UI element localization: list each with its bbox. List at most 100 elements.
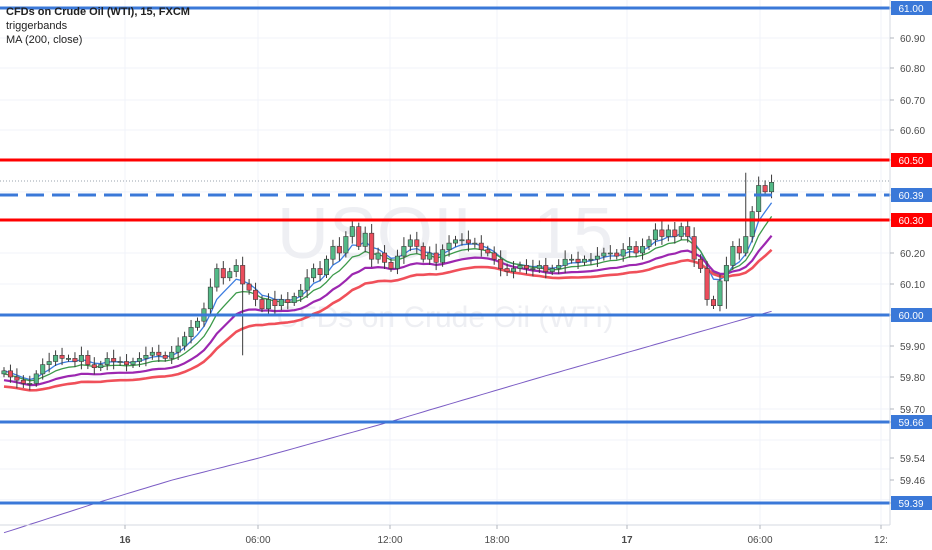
candle-body (465, 239, 471, 244)
candle-body (207, 286, 213, 310)
price-line-label-bg (891, 1, 932, 15)
candle-body (78, 354, 84, 362)
candle-body (98, 364, 104, 369)
candle-body (130, 361, 136, 365)
candle-body (710, 299, 716, 306)
price-axis-label: 60.80 (900, 64, 925, 75)
candle-body (478, 242, 484, 251)
price-line-label-text: 60.00 (898, 311, 923, 322)
candle-body (717, 280, 723, 306)
candle-body (633, 246, 639, 254)
candle-body (149, 351, 155, 356)
candle-body (672, 229, 678, 237)
price-axis-label: 60.20 (900, 249, 925, 260)
candle-body (498, 258, 504, 269)
price-line-label-text: 60.50 (898, 156, 923, 167)
candle-body (362, 232, 368, 247)
candle-body (620, 249, 626, 257)
candle-body (33, 373, 39, 384)
candle-body (588, 258, 594, 261)
candle-body (394, 255, 400, 269)
horizontal-price-lines[interactable] (0, 6, 890, 505)
price-line-label-bg (891, 213, 932, 227)
candle-body (1, 370, 7, 375)
candle-body (46, 361, 52, 365)
candle-body (375, 252, 381, 260)
candle-body (27, 383, 33, 385)
candle-body (182, 336, 188, 347)
price-axis-label: 60.70 (900, 96, 925, 107)
price-axis-label: 59.80 (900, 373, 925, 384)
candle-body (517, 265, 523, 269)
candle-body (762, 185, 768, 193)
candle-body (7, 370, 13, 378)
candle-body (20, 379, 26, 384)
candle-body (691, 236, 697, 260)
candle-body (685, 226, 691, 237)
time-axis[interactable]: 16 06:00 12:00 18:00 17 06:00 12: (119, 525, 888, 546)
candle-body (749, 211, 755, 237)
candle-body (66, 358, 72, 360)
price-line-label-bg (891, 153, 932, 167)
candle-body (336, 246, 342, 254)
time-axis-label: 06:00 (245, 535, 270, 546)
candle-body (220, 268, 226, 279)
time-axis-label: 12:00 (377, 535, 402, 546)
candle-body (304, 277, 310, 291)
candle-body (233, 265, 239, 272)
time-axis-label: 06:00 (747, 535, 772, 546)
candle-body (420, 246, 426, 260)
candle-body (14, 376, 20, 381)
candle-body (452, 239, 458, 244)
candle-body (736, 246, 742, 254)
candle-body (72, 358, 78, 362)
candle-body (743, 236, 749, 254)
candle-body (646, 239, 652, 247)
candle-body (511, 268, 517, 272)
candle-body (356, 226, 362, 247)
candle-body (607, 252, 613, 255)
candle-body (536, 265, 542, 269)
candle-body (549, 268, 555, 272)
price-axis-label: 60.10 (900, 280, 925, 291)
candle-body (195, 320, 201, 328)
candle-body (627, 246, 633, 250)
candle-body (156, 351, 162, 356)
price-line-label-text: 59.66 (898, 418, 923, 429)
time-axis-label: 17 (621, 535, 633, 546)
legend-indicator-ma200: MA (200, close) (6, 34, 83, 46)
candle-body (40, 364, 46, 375)
candle-body (298, 289, 304, 297)
candle-body (472, 242, 478, 245)
candle-body (214, 268, 220, 288)
legend-symbol-title: CFDs on Crude Oil (WTI), 15, FXCM (6, 6, 190, 18)
candle-body (756, 185, 762, 212)
candle-body (640, 246, 646, 254)
candle-body (491, 252, 497, 260)
candle-body (659, 229, 665, 237)
candle-body (523, 265, 529, 269)
watermark-description: CFDs on Crude Oil (WTI) (277, 301, 614, 334)
candle-body (317, 268, 323, 275)
candle-body (188, 327, 194, 337)
candle-body (504, 268, 510, 272)
candle-body (272, 299, 278, 306)
candle-body (291, 296, 297, 303)
candle-body (730, 246, 736, 266)
candle-body (407, 239, 413, 247)
candle-body (575, 258, 581, 263)
candle-body (323, 258, 329, 276)
candle-body (594, 255, 600, 260)
candle-body (459, 239, 465, 242)
candle-body (530, 268, 536, 270)
candle-body (59, 354, 65, 359)
candle-body (569, 258, 575, 261)
candle-body (427, 252, 433, 260)
price-axis-label: 59.70 (900, 405, 925, 416)
candle-body (388, 261, 394, 269)
legend-indicator-triggerbands: triggerbands (6, 20, 68, 32)
candle-body (227, 271, 233, 279)
time-axis-label: 18:00 (484, 535, 509, 546)
